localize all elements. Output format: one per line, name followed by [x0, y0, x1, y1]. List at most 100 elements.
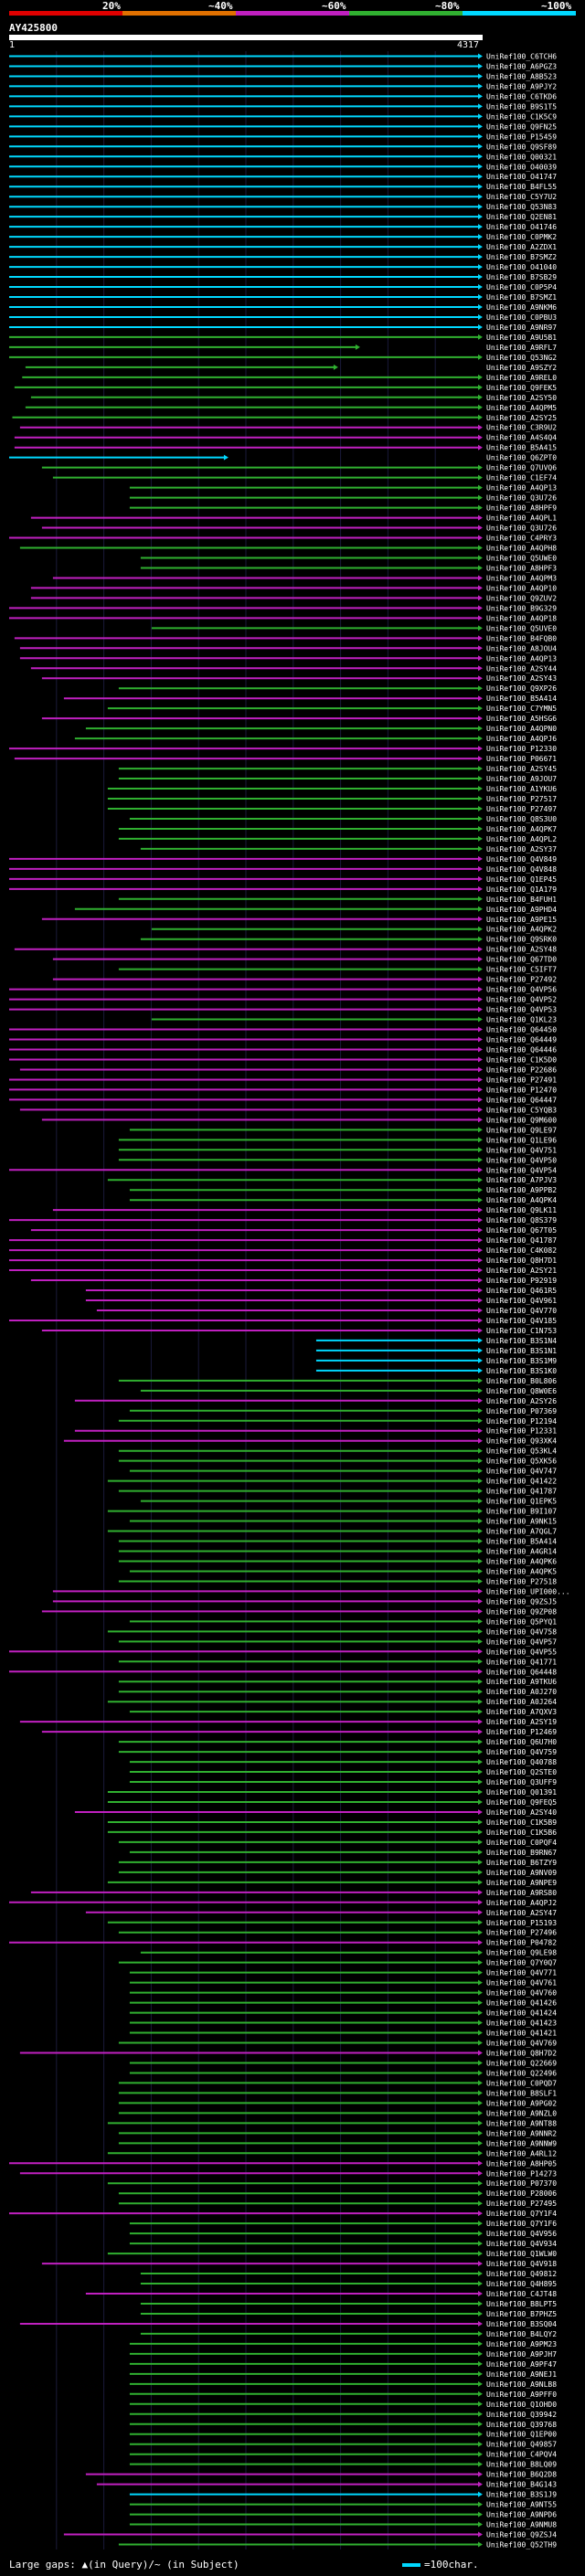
hit-label[interactable]: UniRef100_A2SY21: [486, 1267, 557, 1275]
hit-label[interactable]: UniRef100_Q4VP54: [486, 1166, 557, 1174]
hit-label[interactable]: UniRef100_C0PQD7: [486, 2079, 557, 2087]
hit-label[interactable]: UniRef100_P07370: [486, 2179, 557, 2188]
hit-label[interactable]: UniRef100_Q5XK56: [486, 1458, 557, 1466]
hit-label[interactable]: UniRef100_A9NNR2: [486, 2129, 557, 2137]
hit-label[interactable]: UniRef100_Q67T05: [486, 1226, 557, 1235]
hit-label[interactable]: UniRef100_Q40788: [486, 1758, 557, 1766]
hit-label[interactable]: UniRef100_Q9ZSJ5: [486, 1597, 557, 1606]
hit-label[interactable]: UniRef100_Q4V849: [486, 855, 557, 864]
hit-label[interactable]: UniRef100_Q64447: [486, 1096, 557, 1104]
hit-label[interactable]: UniRef100_A8B523: [486, 72, 557, 80]
hit-label[interactable]: UniRef100_Q4H895: [486, 2280, 557, 2288]
hit-label[interactable]: UniRef100_Q00321: [486, 153, 557, 161]
hit-label[interactable]: UniRef100_Q9ZP08: [486, 1607, 557, 1616]
hit-label[interactable]: UniRef100_Q4V771: [486, 1969, 557, 1977]
hit-label[interactable]: UniRef100_Q4V770: [486, 1307, 557, 1315]
hit-label[interactable]: UniRef100_Q4V934: [486, 2240, 557, 2248]
hit-label[interactable]: UniRef100_Q39768: [486, 2421, 557, 2429]
hit-label[interactable]: UniRef100_B8SLF1: [486, 2089, 557, 2097]
hit-label[interactable]: UniRef100_Q7UVQ6: [486, 464, 557, 472]
hit-label[interactable]: UniRef100_A2SY25: [486, 414, 557, 422]
hit-label[interactable]: UniRef100_Q4V185: [486, 1317, 557, 1325]
hit-label[interactable]: UniRef100_Q9SF89: [486, 143, 557, 151]
hit-label[interactable]: UniRef100_A9NMU8: [486, 2521, 557, 2529]
hit-label[interactable]: UniRef100_P28006: [486, 2189, 557, 2198]
hit-label[interactable]: UniRef100_A4QPK4: [486, 1196, 557, 1204]
hit-label[interactable]: UniRef100_A9RS80: [486, 1889, 557, 1897]
hit-label[interactable]: UniRef100_A4RL12: [486, 2149, 557, 2157]
hit-label[interactable]: UniRef100_Q4V751: [486, 1146, 557, 1154]
hit-label[interactable]: UniRef100_C0P5P4: [486, 283, 557, 292]
hit-label[interactable]: UniRef100_A4QPL2: [486, 835, 557, 843]
hit-label[interactable]: UniRef100_P06671: [486, 755, 557, 763]
hit-label[interactable]: UniRef100_Q64448: [486, 1668, 557, 1676]
hit-label[interactable]: UniRef100_B7SMZ1: [486, 293, 557, 302]
hit-label[interactable]: UniRef100_O41747: [486, 173, 557, 181]
hit-label[interactable]: UniRef100_A9PM23: [486, 2340, 557, 2348]
hit-label[interactable]: UniRef100_A2SY44: [486, 664, 557, 673]
hit-label[interactable]: UniRef100_A4QPJ2: [486, 1899, 557, 1907]
hit-label[interactable]: UniRef100_Q4V769: [486, 2040, 557, 2048]
hit-label[interactable]: UniRef100_A0J264: [486, 1698, 557, 1706]
hit-label[interactable]: UniRef100_C1K5B9: [486, 1818, 557, 1827]
hit-label[interactable]: UniRef100_B0L806: [486, 1377, 557, 1385]
hit-label[interactable]: UniRef100_P27518: [486, 1577, 557, 1585]
hit-label[interactable]: UniRef100_C0PMK2: [486, 233, 557, 241]
hit-label[interactable]: UniRef100_Q1KL23: [486, 1016, 557, 1024]
hit-label[interactable]: UniRef100_B7SB29: [486, 273, 557, 281]
hit-label[interactable]: UniRef100_Q53N83: [486, 203, 557, 211]
hit-label[interactable]: UniRef100_B8LPT5: [486, 2300, 557, 2308]
hit-label[interactable]: UniRef100_A9PFF0: [486, 2390, 557, 2399]
hit-label[interactable]: UniRef100_O41040: [486, 263, 557, 271]
hit-label[interactable]: UniRef100_A9NKM6: [486, 303, 557, 312]
hit-label[interactable]: UniRef100_P04782: [486, 1939, 557, 1947]
hit-label[interactable]: UniRef100_A4QPK6: [486, 1557, 557, 1565]
hit-label[interactable]: UniRef100_A4QPH8: [486, 545, 557, 553]
hit-label[interactable]: UniRef100_Q49857: [486, 2441, 557, 2449]
hit-label[interactable]: UniRef100_A4QPK2: [486, 926, 557, 934]
hit-label[interactable]: UniRef100_A8HPF9: [486, 504, 557, 513]
hit-label[interactable]: UniRef100_P12469: [486, 1728, 557, 1736]
hit-label[interactable]: UniRef100_B3S1M9: [486, 1357, 557, 1365]
hit-label[interactable]: UniRef100_Q4VP55: [486, 1648, 557, 1656]
hit-label[interactable]: UniRef100_A4QPM3: [486, 574, 557, 582]
hit-label[interactable]: UniRef100_A9NT88: [486, 2119, 557, 2127]
hit-label[interactable]: UniRef100_A4QP13: [486, 484, 557, 493]
hit-label[interactable]: UniRef100_A2SY26: [486, 1397, 557, 1405]
hit-label[interactable]: UniRef100_P27492: [486, 976, 557, 984]
hit-label[interactable]: UniRef100_Q4V747: [486, 1468, 557, 1476]
hit-label[interactable]: UniRef100_C1N753: [486, 1327, 557, 1335]
hit-label[interactable]: UniRef100_A9PHD4: [486, 906, 557, 914]
hit-label[interactable]: UniRef100_C4K082: [486, 1246, 557, 1255]
hit-label[interactable]: UniRef100_A9NEJ1: [486, 2370, 557, 2379]
hit-label[interactable]: UniRef100_Q3U726: [486, 525, 557, 533]
hit-label[interactable]: UniRef100_C1K5B6: [486, 1829, 557, 1837]
hit-label[interactable]: UniRef100_P15193: [486, 1919, 557, 1927]
hit-label[interactable]: UniRef100_Q9ZUV2: [486, 594, 557, 602]
hit-label[interactable]: UniRef100_A9PE15: [486, 916, 557, 924]
hit-label[interactable]: UniRef100_A2ZDX1: [486, 243, 557, 251]
hit-label[interactable]: UniRef100_Q9LE97: [486, 1126, 557, 1134]
hit-label[interactable]: UniRef100_Q9FEQ5: [486, 1798, 557, 1807]
hit-label[interactable]: UniRef100_A9RFL7: [486, 344, 557, 352]
hit-label[interactable]: UniRef100_A9NNW9: [486, 2139, 557, 2147]
hit-label[interactable]: UniRef100_A2SY19: [486, 1718, 557, 1726]
hit-label[interactable]: UniRef100_A9NR97: [486, 323, 557, 332]
hit-label[interactable]: UniRef100_Q2EN81: [486, 213, 557, 221]
hit-label[interactable]: UniRef100_Q9SRK0: [486, 936, 557, 944]
hit-label[interactable]: UniRef100_A6PGZ3: [486, 62, 557, 70]
hit-label[interactable]: UniRef100_Q8H7D2: [486, 2049, 557, 2057]
hit-label[interactable]: UniRef100_C0PBU3: [486, 313, 557, 322]
hit-label[interactable]: UniRef100_Q8S3U0: [486, 815, 557, 823]
hit-label[interactable]: UniRef100_B6TZY9: [486, 1859, 557, 1867]
hit-label[interactable]: UniRef100_Q9FN25: [486, 122, 557, 131]
hit-label[interactable]: UniRef100_A9NZL0: [486, 2109, 557, 2117]
hit-label[interactable]: UniRef100_Q41787: [486, 1488, 557, 1496]
hit-label[interactable]: UniRef100_Q4VP52: [486, 996, 557, 1004]
hit-label[interactable]: UniRef100_C0PQF4: [486, 1839, 557, 1847]
hit-label[interactable]: UniRef100_A2SY37: [486, 845, 557, 853]
hit-label[interactable]: UniRef100_Q93XK4: [486, 1437, 557, 1446]
hit-label[interactable]: UniRef100_A4QP13: [486, 654, 557, 663]
hit-label[interactable]: UniRef100_Q22669: [486, 2059, 557, 2067]
hit-label[interactable]: UniRef100_A9NV09: [486, 1869, 557, 1877]
